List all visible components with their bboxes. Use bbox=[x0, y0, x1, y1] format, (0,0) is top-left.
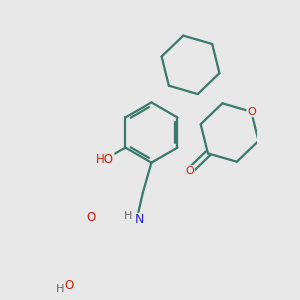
Text: H: H bbox=[56, 284, 64, 294]
Text: O: O bbox=[64, 279, 74, 292]
Text: O: O bbox=[247, 107, 256, 117]
Text: O: O bbox=[87, 211, 96, 224]
Text: H: H bbox=[124, 211, 133, 220]
Text: N: N bbox=[135, 213, 144, 226]
Text: HO: HO bbox=[96, 153, 114, 166]
Text: O: O bbox=[185, 166, 194, 176]
